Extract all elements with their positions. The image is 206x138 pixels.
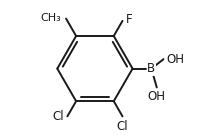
Text: CH₃: CH₃ (41, 13, 61, 23)
Text: Cl: Cl (117, 120, 128, 133)
Text: OH: OH (148, 90, 166, 103)
Text: OH: OH (167, 53, 185, 66)
Text: B: B (147, 62, 156, 75)
Text: F: F (125, 13, 132, 26)
Text: Cl: Cl (53, 110, 64, 123)
